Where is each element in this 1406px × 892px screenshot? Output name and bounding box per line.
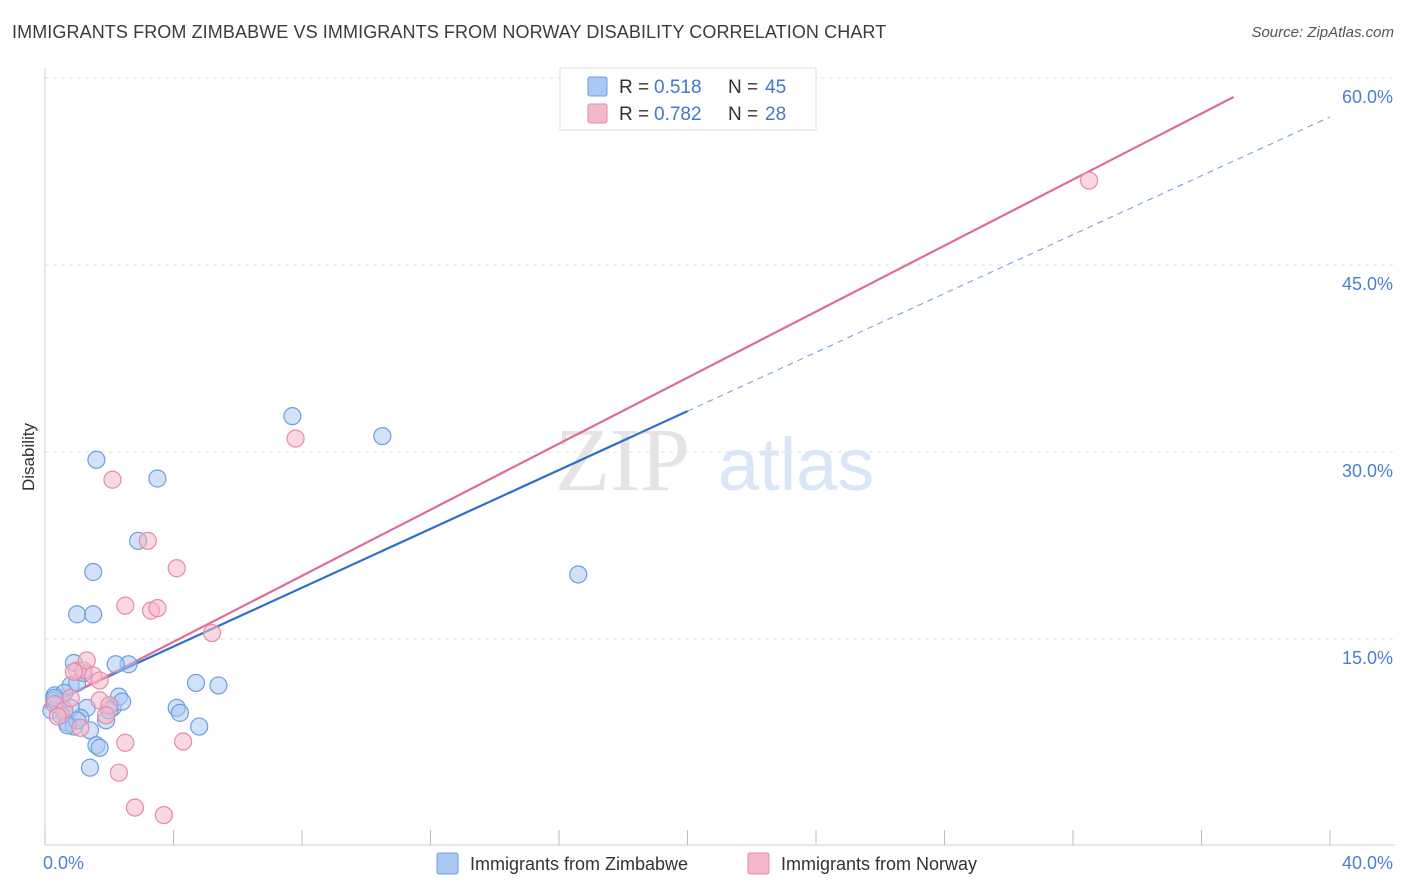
data-point-zimbabwe[interactable] (283, 407, 302, 426)
y-tick-label: 45.0% (1342, 274, 1393, 294)
tick-labels: 15.0% 30.0% 45.0% 60.0% 0.0% 40.0% (43, 87, 1393, 873)
series-legend-label[interactable]: Immigrants from Zimbabwe (470, 854, 688, 874)
data-point-norway[interactable] (1079, 171, 1099, 190)
data-point-norway[interactable] (202, 623, 222, 643)
stats-legend-swatch (587, 103, 608, 124)
y-tick-label: 30.0% (1342, 461, 1393, 481)
data-point-zimbabwe[interactable] (68, 605, 87, 624)
data-point-zimbabwe[interactable] (170, 703, 190, 722)
y-tick-label: 15.0% (1342, 648, 1393, 668)
series-legend: Immigrants from Zimbabwe Immigrants from … (436, 852, 977, 875)
data-point-norway[interactable] (71, 718, 90, 737)
series-legend-swatch[interactable] (747, 852, 770, 875)
data-point-norway[interactable] (174, 732, 193, 751)
stats-legend-n-label: N = (728, 104, 758, 125)
stats-legend-swatch (587, 76, 608, 97)
data-point-norway[interactable] (109, 763, 128, 782)
data-point-norway[interactable] (125, 798, 145, 817)
data-point-zimbabwe[interactable] (190, 717, 209, 736)
data-point-norway[interactable] (167, 559, 186, 578)
data-points (42, 171, 1099, 825)
data-point-norway[interactable] (90, 671, 109, 690)
data-point-zimbabwe[interactable] (80, 758, 100, 777)
stats-legend-r-label: R = (619, 77, 649, 98)
data-point-norway[interactable] (138, 531, 157, 550)
data-point-norway[interactable] (154, 805, 173, 825)
watermark-zip: ZIP (555, 411, 690, 510)
watermark-atlas: atlas (718, 423, 874, 506)
data-point-norway[interactable] (96, 706, 116, 725)
data-point-norway[interactable] (48, 707, 67, 726)
data-point-zimbabwe[interactable] (148, 469, 167, 488)
data-point-norway[interactable] (64, 662, 84, 681)
data-point-norway[interactable] (77, 651, 96, 670)
trend-lines (44, 96, 1331, 709)
data-point-zimbabwe[interactable] (84, 605, 103, 624)
grid-lines (45, 77, 1395, 640)
stats-legend-r-value: 0.518 (654, 77, 702, 98)
trend-line-zimbabwe (44, 410, 688, 707)
data-point-zimbabwe[interactable] (84, 562, 103, 582)
data-point-zimbabwe[interactable] (209, 676, 228, 695)
trend-line-norway (44, 96, 1235, 709)
stats-legend-r-label: R = (619, 104, 649, 125)
data-point-norway[interactable] (286, 429, 305, 448)
stats-legend-n-value: 28 (765, 104, 786, 125)
data-point-zimbabwe[interactable] (90, 738, 109, 757)
data-point-zimbabwe[interactable] (106, 655, 125, 674)
series-legend-swatch[interactable] (436, 852, 459, 875)
axes (44, 68, 1395, 846)
chart-title: IMMIGRANTS FROM ZIMBABWE VS IMMIGRANTS F… (12, 22, 887, 42)
data-point-norway[interactable] (148, 599, 167, 618)
stats-legend-n-label: N = (728, 77, 758, 98)
trend-line-extension (687, 116, 1331, 412)
chart-source: Source: ZipAtlas.com (1251, 24, 1394, 41)
x-tick-label: 0.0% (43, 853, 84, 873)
data-point-norway[interactable] (116, 733, 135, 752)
x-tick-label: 40.0% (1342, 853, 1393, 873)
stats-legend-r-value: 0.782 (654, 104, 702, 125)
series-legend-label[interactable]: Immigrants from Norway (781, 854, 977, 874)
data-point-norway[interactable] (61, 688, 80, 707)
data-point-zimbabwe[interactable] (87, 450, 106, 469)
data-point-zimbabwe[interactable] (186, 673, 206, 693)
y-axis-title: Disability (19, 422, 38, 491)
data-point-zimbabwe[interactable] (373, 426, 392, 446)
data-point-zimbabwe[interactable] (569, 565, 588, 584)
data-point-norway[interactable] (116, 596, 135, 615)
y-axis-title-group: Disability (19, 422, 38, 491)
y-tick-label: 60.0% (1342, 87, 1393, 107)
data-point-norway[interactable] (103, 470, 122, 489)
stats-legend: R = 0.518 N = 45 R = 0.782 N = 28 (559, 67, 817, 131)
stats-legend-n-value: 45 (765, 77, 786, 98)
watermark: ZIP atlas (555, 411, 874, 510)
